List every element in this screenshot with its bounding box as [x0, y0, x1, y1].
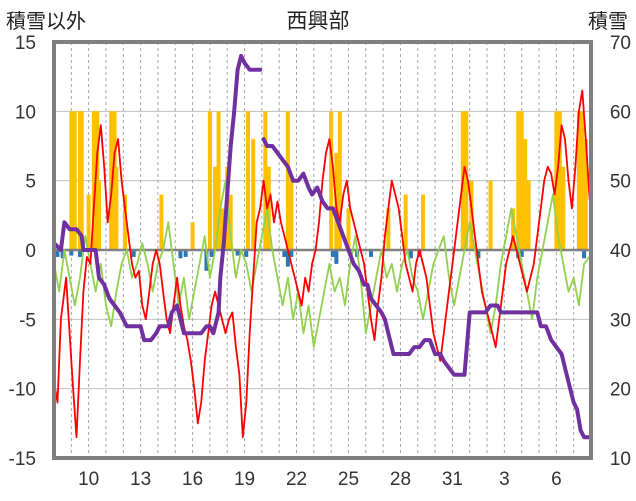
- x-tick-label: 19: [234, 469, 255, 490]
- sunshine-bar: [228, 194, 233, 250]
- sunshine-bar: [72, 111, 77, 250]
- chart-title: 西興部: [287, 9, 350, 33]
- sunshine-bar: [516, 111, 521, 250]
- precip-bar: [285, 250, 290, 267]
- sunshine-bar: [207, 111, 212, 250]
- sunshine-bar: [523, 139, 528, 250]
- precip-bar: [244, 250, 249, 257]
- left-y-tick-label: 15: [15, 33, 36, 54]
- right-y-tick-label: 10: [610, 449, 631, 470]
- sunshine-bar: [114, 166, 119, 250]
- x-tick-label: 22: [286, 469, 307, 490]
- left-axis-label: 積雪以外: [6, 9, 86, 33]
- sunshine-bar: [576, 111, 581, 250]
- sunshine-bar: [329, 111, 334, 250]
- sunshine-bar: [266, 166, 271, 250]
- sunshine-bar: [464, 111, 469, 250]
- sunshine-bar: [79, 111, 84, 250]
- sunshine-bar: [289, 180, 294, 250]
- precip-bar: [235, 250, 240, 256]
- x-tick-label: 13: [130, 469, 151, 490]
- precip-bar: [289, 250, 294, 257]
- sunshine-bar: [346, 208, 351, 250]
- bar-series: [55, 111, 588, 271]
- sunshine-bar: [526, 180, 531, 250]
- precip-bar: [582, 250, 587, 259]
- sunshine-bar: [97, 180, 102, 250]
- right-y-ticks: 70 60 50 40 30 20 10: [610, 33, 631, 470]
- sunshine-bar: [86, 194, 91, 250]
- left-y-tick-label: 0: [25, 241, 36, 262]
- x-tick-label: 6: [551, 469, 562, 490]
- precip-bar: [330, 250, 335, 257]
- sunshine-bar: [246, 111, 251, 250]
- sunshine-bar: [251, 139, 256, 250]
- precip-bar: [334, 250, 339, 264]
- line-series: [52, 53, 593, 440]
- left-y-tick-label: 5: [25, 172, 36, 193]
- sunshine-bar: [511, 208, 516, 250]
- left-y-tick-label: -10: [9, 380, 36, 401]
- right-axis-label: 積雪: [588, 9, 628, 33]
- precip-bar: [204, 250, 209, 271]
- sunshine-bar: [420, 194, 425, 250]
- precip-bar: [408, 250, 413, 259]
- precip-bar: [69, 250, 74, 256]
- precip-bar: [131, 250, 136, 257]
- precip-bar: [369, 250, 374, 257]
- right-y-tick-label: 70: [610, 33, 631, 54]
- precip-bar: [282, 250, 287, 257]
- right-y-tick-label: 50: [610, 172, 631, 193]
- sunshine-bar: [583, 139, 588, 250]
- sunshine-bar: [557, 111, 562, 250]
- x-tick-label: 25: [338, 469, 359, 490]
- sunshine-bar: [213, 166, 218, 250]
- sunshine-bar: [519, 111, 524, 250]
- precip-bar: [476, 250, 481, 259]
- x-ticks: 10 13 16 19 22 25 28 31 3 6: [78, 469, 562, 490]
- sunshine-bar: [69, 111, 74, 250]
- precip-bar: [55, 250, 60, 257]
- plot-frame: [52, 40, 593, 460]
- x-tick-label: 31: [442, 469, 463, 490]
- sunshine-bar: [488, 180, 493, 250]
- sunshine-bar: [95, 111, 100, 250]
- sunshine-bar: [403, 194, 408, 250]
- sunshine-bar: [123, 194, 128, 250]
- right-y-tick-label: 30: [610, 310, 631, 331]
- sunshine-bar: [190, 222, 195, 250]
- precip-bar: [209, 250, 214, 257]
- sunshine-bar: [561, 166, 566, 250]
- sunshine-bar: [91, 111, 96, 250]
- snow-depth-line: [52, 53, 593, 440]
- right-y-tick-label: 20: [610, 380, 631, 401]
- sunshine-bar: [337, 111, 342, 250]
- x-tick-label: 10: [78, 469, 99, 490]
- right-y-tick-label: 60: [610, 102, 631, 123]
- precip-bar: [77, 250, 82, 257]
- precip-bar: [183, 250, 188, 257]
- precip-bar: [60, 250, 65, 259]
- x-tick-label: 3: [499, 469, 510, 490]
- sunshine-bar: [263, 111, 268, 250]
- sunshine-bar: [285, 111, 290, 250]
- sunshine-bar: [220, 208, 225, 250]
- right-y-tick-label: 40: [610, 241, 631, 262]
- sunshine-bar: [580, 111, 585, 250]
- precip-bar: [519, 250, 524, 257]
- precip-bar: [178, 250, 183, 259]
- left-y-tick-label: -5: [19, 310, 36, 331]
- sunshine-bar: [109, 111, 114, 250]
- sunshine-bar: [159, 194, 164, 250]
- sunshine-bar: [216, 111, 221, 250]
- left-y-tick-label: -15: [9, 449, 36, 470]
- wind-line: [53, 179, 592, 348]
- left-y-tick-label: 10: [15, 102, 36, 123]
- left-y-ticks: 15 10 5 0 -5 -10 -15: [9, 33, 36, 470]
- sunshine-bar: [386, 208, 391, 250]
- x-tick-label: 28: [390, 469, 411, 490]
- temperature-line: [53, 89, 592, 439]
- x-tick-label: 16: [182, 469, 203, 490]
